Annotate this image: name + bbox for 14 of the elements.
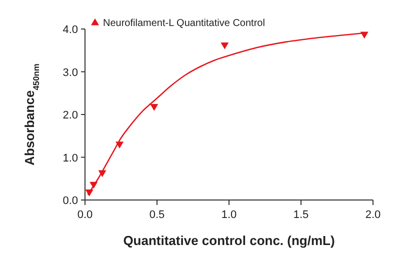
x-tick-label: 2.0 <box>365 209 381 221</box>
point <box>150 104 158 111</box>
y-tick-label: 2.0 <box>62 110 78 122</box>
x-axis-title: Quantitative control conc. (ng/mL) <box>123 233 335 248</box>
y-tick-label: 1.0 <box>62 152 78 164</box>
x-tick-label: 0.0 <box>77 209 93 221</box>
x-tick-label: 1.0 <box>221 209 237 221</box>
point <box>220 42 229 50</box>
y-tick-label: 0.0 <box>62 195 78 207</box>
x-tick-label: 0.5 <box>149 209 165 221</box>
y-tick-label: 4.0 <box>62 24 78 36</box>
legend-label: Neurofilament-L Quantitative Control <box>103 18 265 29</box>
y-tick-label: 3.0 <box>62 66 78 79</box>
x-tick-label: 1.5 <box>293 209 309 221</box>
